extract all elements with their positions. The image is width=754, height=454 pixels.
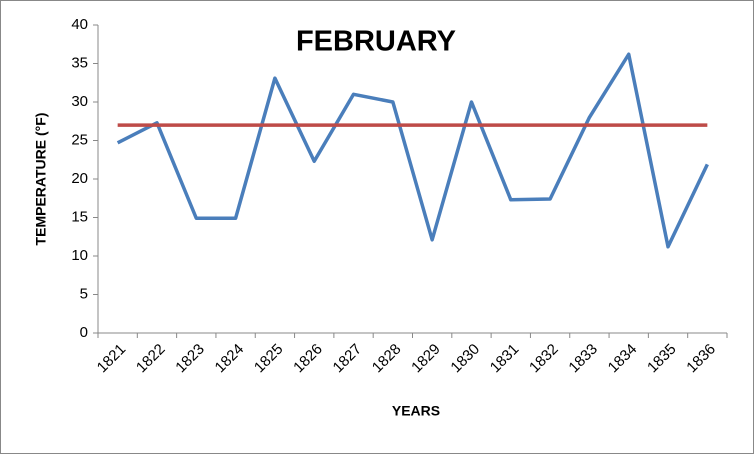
chart-title: FEBRUARY <box>296 26 456 58</box>
y-tick-label: 25 <box>71 131 88 148</box>
y-tick-label: 15 <box>71 208 88 225</box>
y-tick-label: 40 <box>71 16 88 33</box>
y-tick-label: 5 <box>80 285 88 302</box>
y-tick-label: 10 <box>71 247 88 264</box>
y-tick-label: 30 <box>71 93 88 110</box>
y-tick-label: 35 <box>71 54 88 71</box>
y-tick-label: 0 <box>80 324 88 341</box>
x-axis-label: YEARS <box>392 403 440 419</box>
y-tick-label: 20 <box>71 170 88 187</box>
y-axis-label: TEMPERATURE (°F) <box>33 113 49 246</box>
series-line <box>116 52 709 249</box>
